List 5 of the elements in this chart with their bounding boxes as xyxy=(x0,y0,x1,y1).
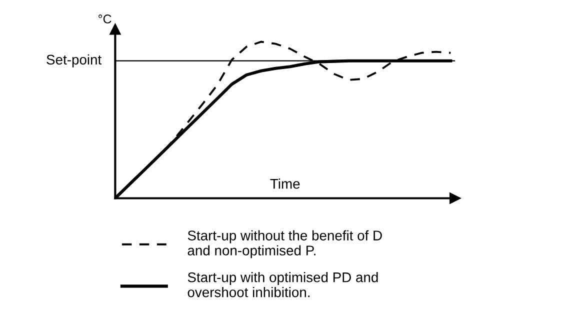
legend-label: Start-up with optimised PD and overshoot inhibition. xyxy=(188,272,378,298)
y-axis-title: °C xyxy=(98,14,112,24)
legend-label: Start-up without the benefit of D and non-optimised P. xyxy=(188,230,382,258)
x-axis-title: Time xyxy=(270,178,300,189)
ref-line-label: Set-point xyxy=(46,54,102,68)
